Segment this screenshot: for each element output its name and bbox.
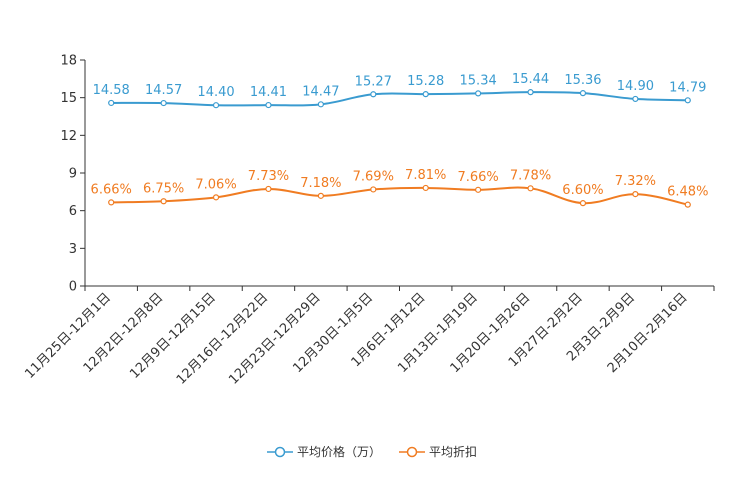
data-point[interactable]	[527, 185, 534, 192]
y-tick-label: 6	[69, 204, 77, 219]
data-label: 14.58	[93, 83, 130, 98]
data-point[interactable]	[684, 201, 691, 208]
series-layer: 14.58 14.57 14.40 14.41 14.47 15.27 15.28 15.34…	[91, 72, 708, 208]
legend-line-marker-icon	[399, 446, 425, 457]
data-point[interactable]	[108, 99, 115, 107]
legend-item-discount[interactable]: 平均折扣	[399, 443, 477, 460]
legend-item-price[interactable]: 平均价格（万）	[266, 443, 381, 460]
data-label: 7.73%	[248, 169, 289, 184]
series-line	[111, 186, 688, 206]
data-label: 14.47	[302, 84, 339, 99]
data-point[interactable]	[265, 185, 272, 193]
data-label: 7.69%	[353, 169, 394, 184]
x-tick-label: 12月23日-12月29日	[226, 290, 323, 387]
x-tick-label: 12月16日-12月22日	[174, 290, 271, 387]
data-label: 7.81%	[405, 168, 446, 183]
data-point[interactable]	[422, 91, 429, 98]
legend-label-discount: 平均折扣	[429, 445, 478, 459]
data-label: 14.57	[145, 83, 182, 98]
data-point[interactable]	[475, 90, 482, 97]
data-label: 15.27	[355, 74, 392, 89]
data-label: 15.44	[512, 72, 549, 87]
y-tick-label: 3	[69, 242, 77, 257]
data-point[interactable]	[422, 184, 429, 192]
data-point[interactable]	[212, 194, 220, 201]
y-tick-label: 0	[69, 280, 77, 295]
series-line	[111, 91, 688, 107]
data-point[interactable]	[370, 91, 377, 98]
series-1: 6.66% 6.75% 7.06% 7.73% 7.18% 7.69% 7.81% 7.66%…	[91, 168, 708, 208]
data-label: 6.60%	[562, 183, 603, 198]
data-point[interactable]	[317, 192, 324, 199]
data-point[interactable]	[579, 90, 587, 97]
data-label: 7.78%	[510, 168, 551, 183]
data-point[interactable]	[527, 89, 534, 96]
data-label: 6.48%	[667, 185, 708, 200]
legend: 平均价格（万） 平均折扣	[0, 443, 744, 460]
data-point[interactable]	[212, 102, 220, 109]
data-point[interactable]	[265, 101, 272, 109]
data-point[interactable]	[684, 97, 691, 104]
data-label: 7.18%	[300, 176, 341, 191]
data-label: 14.79	[669, 80, 706, 95]
series-0: 14.58 14.57 14.40 14.41 14.47 15.27 15.28 15.34…	[93, 72, 706, 109]
data-point[interactable]	[475, 186, 482, 193]
data-point[interactable]	[108, 199, 115, 206]
y-axis: 0 3 6 9 12 15 18	[60, 54, 86, 295]
x-axis: 11月25日-12月1日12月2日-12月8日12月9日-12月15日12月16…	[22, 285, 715, 388]
data-label: 15.28	[407, 74, 444, 89]
data-point[interactable]	[579, 200, 587, 207]
data-label: 15.36	[564, 73, 601, 88]
data-point[interactable]	[317, 101, 324, 108]
y-tick-label: 12	[60, 129, 77, 144]
data-point[interactable]	[160, 99, 167, 107]
data-label: 7.06%	[195, 177, 236, 192]
data-label: 14.40	[197, 85, 234, 100]
data-point[interactable]	[632, 190, 639, 198]
y-tick-label: 18	[60, 54, 77, 69]
y-tick-label: 9	[69, 167, 77, 182]
data-point[interactable]	[370, 186, 377, 193]
data-label: 15.34	[460, 73, 497, 88]
data-point[interactable]	[160, 198, 167, 205]
data-label: 7.32%	[615, 174, 656, 189]
data-label: 14.41	[250, 85, 287, 100]
y-tick-label: 15	[60, 91, 77, 106]
data-label: 7.66%	[457, 170, 498, 185]
x-tick-label: 11月25日-12月1日	[22, 290, 114, 382]
data-point[interactable]	[632, 95, 639, 103]
legend-label-price: 平均价格（万）	[296, 445, 381, 459]
data-label: 6.75%	[143, 181, 184, 196]
legend-line-marker-icon	[266, 446, 293, 457]
data-label: 6.66%	[91, 182, 132, 197]
data-label: 14.90	[617, 79, 654, 94]
